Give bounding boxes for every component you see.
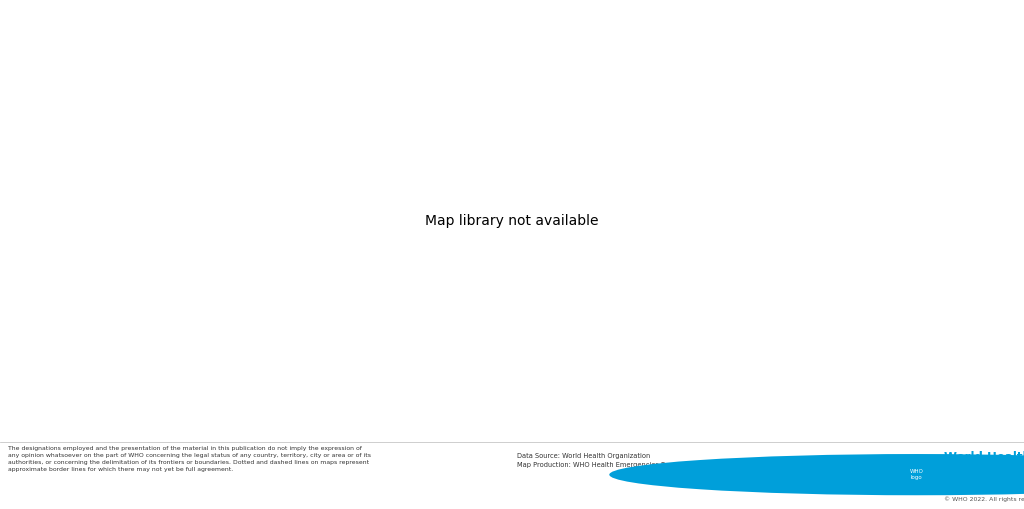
Text: The designations employed and the presentation of the material in this publicati: The designations employed and the presen… (8, 446, 371, 472)
Text: Data Source: World Health Organization
Map Production: WHO Health Emergencies Pr: Data Source: World Health Organization M… (517, 453, 700, 468)
Text: Map library not available: Map library not available (425, 214, 599, 229)
Text: © WHO 2022. All rights reserved.: © WHO 2022. All rights reserved. (944, 496, 1024, 502)
Circle shape (609, 454, 1024, 495)
Text: WHO
logo: WHO logo (909, 469, 924, 480)
Text: World Health
Organization: World Health Organization (944, 450, 1024, 478)
